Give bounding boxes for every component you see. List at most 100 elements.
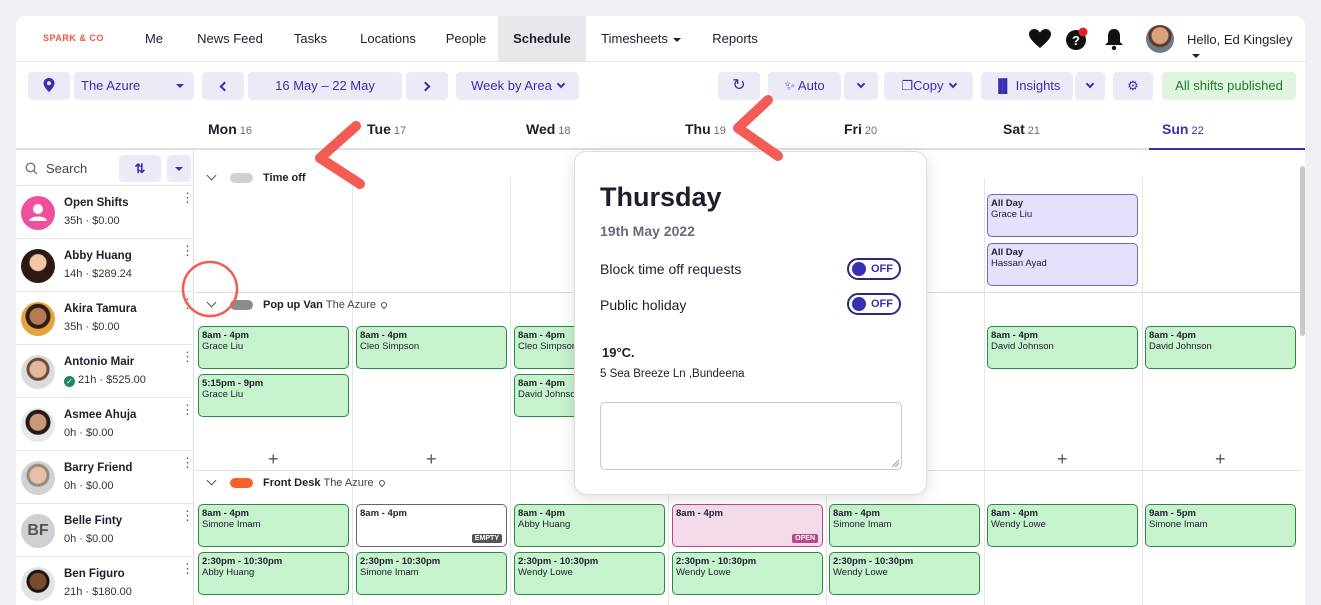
shift-card[interactable]: 8am - 4pm David Johnson — [987, 326, 1138, 369]
employee-row[interactable]: Open Shifts 35h · $0.00 ⋮ — [16, 187, 194, 239]
user-avatar[interactable] — [1146, 25, 1174, 53]
auto-options-button[interactable] — [844, 72, 878, 100]
shift-card[interactable]: 8am - 4pm Cleo Simpson — [356, 326, 507, 369]
avatar — [21, 567, 55, 601]
shift-time: 8am - 4pm — [202, 330, 249, 341]
shift-card[interactable]: All Day Hassan Ayad — [987, 243, 1138, 286]
shift-time: 8am - 4pm — [518, 330, 565, 341]
block-time-off-label: Block time off requests — [600, 261, 742, 277]
shift-card[interactable]: 8am - 4pm Abby Huang — [514, 504, 665, 547]
next-week-button[interactable] — [406, 72, 448, 100]
employee-hours-row: ✓ 21h · $525.00 — [64, 374, 146, 387]
copy-button[interactable]: ❐Copy — [884, 72, 973, 100]
nav-people[interactable]: People — [445, 31, 487, 46]
shift-card[interactable]: 2:30pm - 10:30pm Abby Huang — [198, 552, 349, 595]
shift-card[interactable]: 9am - 5pm Simone Imam — [1145, 504, 1296, 547]
date-range-picker[interactable]: 16 May – 22 May — [248, 72, 402, 100]
shift-card-open[interactable]: 8am - 4pm OPEN — [672, 504, 823, 547]
shift-card[interactable]: 8am - 4pm David Johnson — [1145, 326, 1296, 369]
nav-news-feed[interactable]: News Feed — [197, 31, 263, 46]
more-options-icon[interactable]: ⋮ — [181, 349, 194, 364]
shift-card[interactable]: 2:30pm - 10:30pm Simone Imam — [356, 552, 507, 595]
shift-card[interactable]: 8am - 4pm Simone Imam — [829, 504, 980, 547]
public-holiday-toggle[interactable]: OFF — [847, 293, 901, 315]
public-holiday-label: Public holiday — [600, 297, 687, 313]
nav-tasks[interactable]: Tasks — [293, 31, 328, 46]
notes-textarea[interactable] — [600, 402, 902, 470]
add-shift-icon[interactable]: + — [1057, 449, 1068, 469]
sort-options-button[interactable] — [167, 155, 191, 182]
shift-card[interactable]: All Day Grace Liu — [987, 194, 1138, 237]
location-select-value: The Azure — [81, 78, 141, 93]
location-pin-button[interactable] — [28, 72, 70, 100]
day-header-mon[interactable]: Mon 16 — [208, 121, 252, 137]
shift-card-empty[interactable]: 8am - 4pm EMPTY — [356, 504, 507, 547]
day-header-sun[interactable]: Sun 22 — [1162, 121, 1204, 137]
help-icon[interactable]: ? — [1064, 27, 1088, 51]
block-time-off-toggle[interactable]: OFF — [847, 258, 901, 280]
settings-button[interactable]: ⚙︎ — [1113, 72, 1153, 100]
heart-icon[interactable] — [1028, 27, 1052, 51]
nav-reports[interactable]: Reports — [712, 31, 758, 46]
toggle-knob — [852, 262, 866, 276]
day-header-thu[interactable]: Thu 19 — [685, 121, 726, 137]
shift-card[interactable]: 2:30pm - 10:30pm Wendy Lowe — [514, 552, 665, 595]
more-options-icon[interactable]: ⋮ — [181, 402, 194, 417]
employee-row[interactable]: Abby Huang 14h · $289.24 ⋮ — [16, 240, 194, 292]
shift-card[interactable]: 2:30pm - 10:30pm Wendy Lowe — [829, 552, 980, 595]
employee-row[interactable]: Akira Tamura 35h · $0.00 ⋮ — [16, 293, 194, 345]
shift-card[interactable]: 2:30pm - 10:30pm Wendy Lowe — [672, 552, 823, 595]
day-header-fri[interactable]: Fri 20 — [844, 121, 877, 137]
location-select[interactable]: The Azure — [74, 72, 194, 100]
employee-row[interactable]: Barry Friend 0h · $0.00 ⋮ — [16, 452, 194, 504]
employee-row[interactable]: Ben Figuro 21h · $180.00 ⋮ — [16, 558, 194, 605]
more-options-icon[interactable]: ⋮ — [181, 561, 194, 576]
shift-card[interactable]: 8am - 4pm Simone Imam — [198, 504, 349, 547]
area-header-pop-up-van[interactable]: Pop up Van The Azure — [195, 295, 595, 317]
day-header-sat[interactable]: Sat 21 — [1003, 121, 1040, 137]
more-options-icon[interactable]: ⋮ — [181, 190, 194, 205]
area-header-time-off[interactable]: Time off — [195, 168, 595, 190]
sort-button[interactable]: ⇅ — [119, 155, 161, 182]
map-pin-icon — [379, 300, 389, 310]
auto-schedule-button[interactable]: ✨︎ Auto — [768, 72, 841, 100]
chevron-down-icon — [948, 79, 957, 89]
area-header-front-desk[interactable]: Front Desk The Azure — [195, 473, 595, 495]
day-header-wed[interactable]: Wed 18 — [526, 121, 571, 137]
bell-icon[interactable] — [1102, 27, 1126, 51]
more-options-icon[interactable]: ⋮ — [181, 455, 194, 470]
nav-schedule[interactable]: Schedule — [498, 16, 586, 61]
resize-handle-icon[interactable] — [892, 460, 899, 467]
refresh-button[interactable]: ↻ — [718, 72, 760, 100]
view-select[interactable]: Week by Area — [456, 72, 579, 100]
employee-row[interactable]: BF Belle Finty 0h · $0.00 ⋮ — [16, 505, 194, 557]
top-nav: SPARK & CO Me News Feed Tasks Locations … — [16, 16, 1305, 62]
employee-row[interactable]: Antonio Mair ✓ 21h · $525.00 ⋮ — [16, 346, 194, 398]
shift-card[interactable]: 8am - 4pm Grace Liu — [198, 326, 349, 369]
shift-time: 5:15pm - 9pm — [202, 378, 264, 389]
chevron-down-icon[interactable] — [206, 170, 217, 181]
more-options-icon[interactable]: ⋮ — [181, 243, 194, 258]
user-menu[interactable]: Hello, Ed Kingsley — [1187, 32, 1305, 62]
insights-button[interactable]: ▐▌ Insights — [981, 72, 1073, 100]
employee-row[interactable]: Asmee Ahuja 0h · $0.00 ⋮ — [16, 399, 194, 451]
insights-options-button[interactable] — [1075, 72, 1105, 100]
chevron-down-icon[interactable] — [206, 475, 217, 486]
add-shift-icon[interactable]: + — [268, 449, 279, 469]
day-header-tue[interactable]: Tue 17 — [367, 121, 406, 137]
nav-me[interactable]: Me — [144, 31, 164, 46]
day-number: 20 — [864, 125, 878, 137]
employee-search-input[interactable]: Search — [46, 161, 88, 176]
add-shift-icon[interactable]: + — [1215, 449, 1226, 469]
prev-week-button[interactable] — [202, 72, 244, 100]
shift-card[interactable]: 8am - 4pm Wendy Lowe — [987, 504, 1138, 547]
shift-card[interactable]: 5:15pm - 9pm Grace Liu — [198, 374, 349, 417]
shift-time: 8am - 4pm — [991, 330, 1038, 341]
add-shift-icon[interactable]: + — [426, 449, 437, 469]
grid-scrollbar[interactable] — [1300, 166, 1305, 336]
nav-timesheets-label: Timesheets — [601, 31, 668, 46]
insights-label: Insights — [1015, 78, 1061, 93]
nav-timesheets[interactable]: Timesheets — [596, 16, 686, 61]
nav-locations[interactable]: Locations — [360, 31, 416, 46]
more-options-icon[interactable]: ⋮ — [181, 508, 194, 523]
